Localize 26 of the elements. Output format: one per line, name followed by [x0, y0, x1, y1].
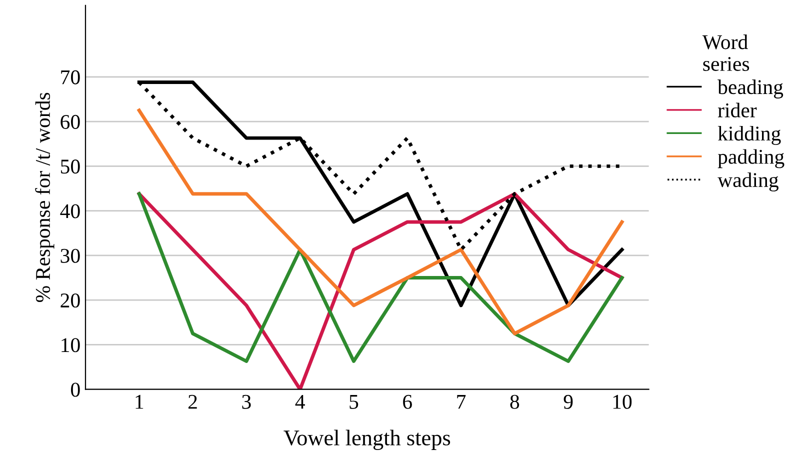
x-tick-label: 3: [242, 394, 251, 409]
y-tick-label: 30: [60, 248, 80, 263]
y-tick-label: 50: [61, 160, 80, 174]
x-tick-label: 10: [613, 394, 632, 409]
x-axis-title: Vowel length steps: [284, 430, 450, 450]
y-tick-label: 70: [61, 70, 80, 84]
legend-label: padding: [718, 149, 784, 168]
x-tick-label: 1: [136, 394, 144, 409]
x-tick-label: 4: [295, 394, 305, 409]
x-tick-label: 2: [188, 394, 197, 409]
y-tick-label: 20: [60, 293, 80, 308]
y-tick-label: 60: [60, 114, 80, 129]
legend-label: kidding: [718, 126, 781, 145]
x-tick-label: 8: [510, 394, 520, 409]
legend-label: rider: [718, 102, 757, 118]
x-tick-label: 9: [564, 394, 573, 409]
y-tick-label: 10: [62, 338, 80, 352]
legend-label: wading: [718, 172, 778, 192]
x-tick-label: 6: [403, 394, 412, 409]
x-tick-label: 5: [350, 395, 358, 409]
y-axis-title: % Response for /t/ words: [35, 92, 54, 302]
legend-label: beading: [718, 80, 784, 98]
y-tick-label: 40: [60, 204, 80, 218]
y-tick-label: 0: [71, 382, 80, 397]
x-tick-label: 7: [457, 395, 466, 409]
line-series: [137, 108, 624, 336]
